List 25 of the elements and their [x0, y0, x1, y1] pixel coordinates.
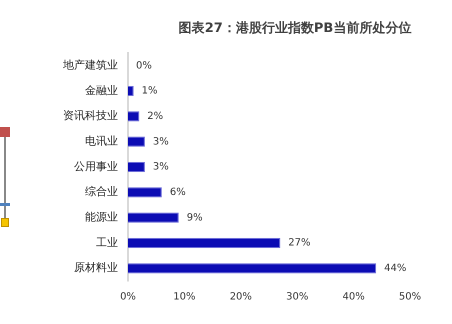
- x-tick-label: 10%: [173, 292, 196, 303]
- data-label: 9%: [186, 212, 203, 224]
- data-label: 3%: [152, 136, 169, 148]
- x-tick-label: 20%: [230, 292, 252, 303]
- y-tick-label: 公用事业: [74, 160, 118, 173]
- data-label: 6%: [170, 186, 186, 198]
- data-label: 44%: [384, 262, 406, 274]
- y-tick-label: 工业: [96, 236, 118, 249]
- y-tick-label: 能源业: [85, 210, 118, 224]
- chart-title: 图表27：港股行业指数PB当前所处分位: [178, 20, 412, 37]
- y-tick-label: 金融业: [85, 84, 118, 97]
- y-tick-label: 原材料业: [74, 261, 118, 274]
- y-tick-label: 地产建筑业: [62, 58, 118, 72]
- data-label: 1%: [142, 86, 158, 97]
- data-label: 27%: [288, 238, 311, 249]
- y-tick-label: 综合业: [85, 185, 118, 198]
- y-tick-label: 资讯科技业: [63, 109, 118, 122]
- x-tick-label: 30%: [286, 292, 308, 303]
- x-tick-label: 50%: [398, 292, 422, 303]
- data-label: 3%: [152, 162, 169, 173]
- data-label: 2%: [147, 110, 164, 122]
- x-tick-label: 0%: [120, 292, 136, 303]
- x-tick-label: 40%: [342, 292, 365, 303]
- y-tick-label: 电讯业: [85, 134, 118, 148]
- data-label: 0%: [136, 60, 152, 72]
